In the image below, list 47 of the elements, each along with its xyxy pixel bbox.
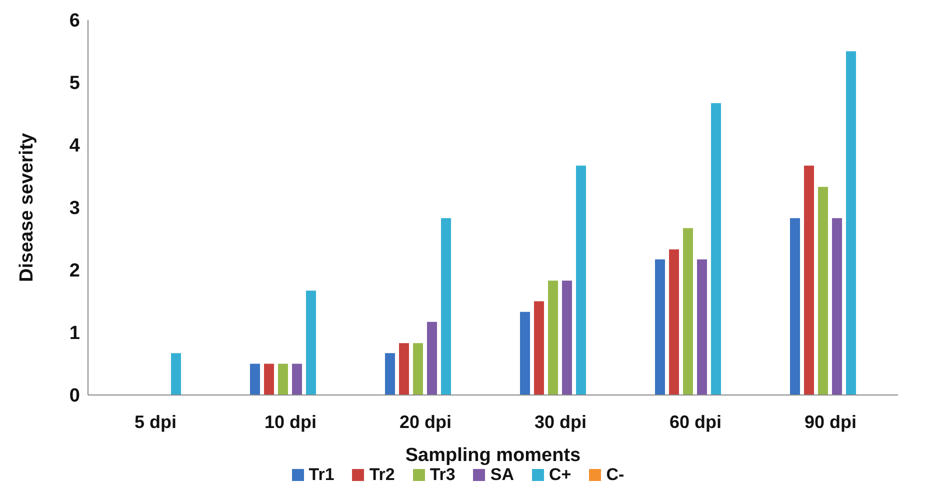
bar [534,301,544,395]
bar [441,218,451,395]
bar [832,218,842,395]
bar [562,280,572,395]
bar [818,186,828,395]
bar [711,103,721,395]
bar [846,51,856,395]
bar [576,166,586,395]
bar [683,228,693,395]
x-tick-label: 20 dpi [399,412,452,432]
legend-label: C- [606,465,624,485]
y-tick-label: 0 [69,386,80,407]
bar [697,259,707,395]
bar [306,290,316,395]
y-tick-label: 3 [69,198,80,220]
bar [413,343,423,395]
bar [804,166,814,395]
bar [385,353,395,395]
legend-label: C+ [549,465,572,485]
bar [278,364,288,395]
bar [292,364,302,395]
y-axis-title: Disease severity [16,132,38,282]
y-tick-label: 1 [69,323,80,344]
bar [171,353,181,395]
y-tick-label: 6 [69,10,80,32]
x-tick-label: 30 dpi [534,412,587,432]
y-tick-label: 4 [69,136,80,157]
x-tick-label: 90 dpi [804,412,857,432]
bar [427,322,437,395]
bar [548,280,558,395]
bar [264,364,274,395]
y-tick-label: 2 [69,260,80,282]
legend-label: Tr3 [430,465,456,485]
bar [399,343,409,395]
legend-label: Tr1 [308,465,334,485]
y-tick-label: 5 [69,73,80,94]
legend-label: Tr2 [369,465,395,485]
bar [669,249,679,395]
legend-label: SA [490,465,514,485]
bar [655,259,665,395]
x-axis-title: Sampling moments [405,445,581,466]
bar [790,218,800,395]
bar [250,364,260,395]
x-tick-label: 60 dpi [669,412,722,432]
bar [520,312,530,395]
x-tick-label: 10 dpi [264,412,317,432]
x-tick-label: 5 dpi [134,412,177,432]
